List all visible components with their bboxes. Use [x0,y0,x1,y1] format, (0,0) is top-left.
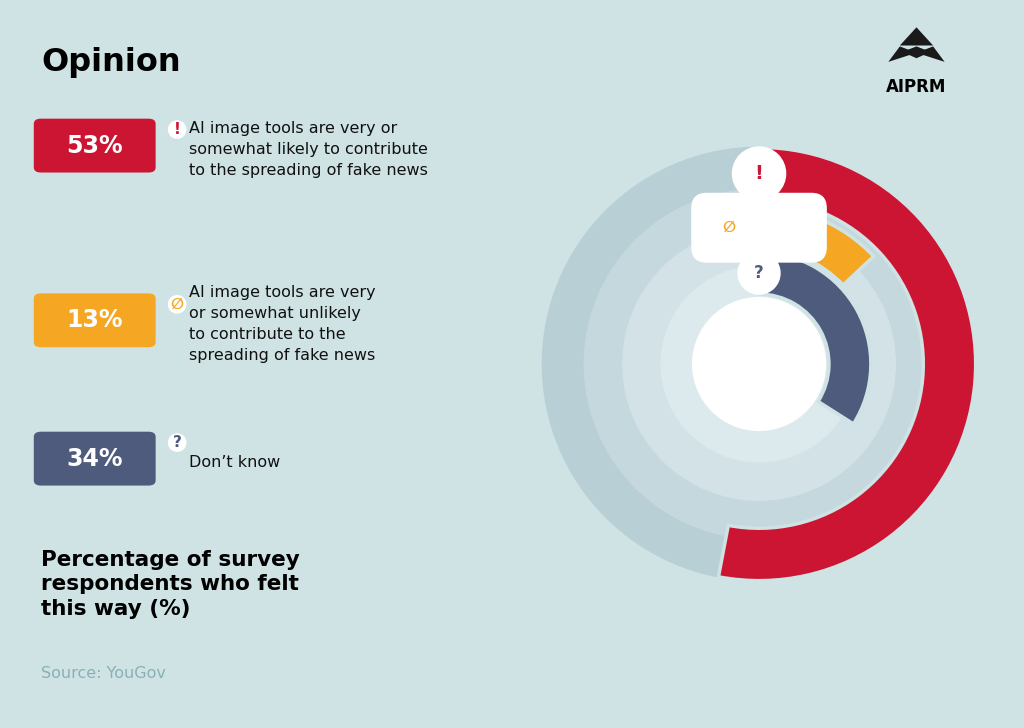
Text: Percentage of survey
respondents who felt
this way (%): Percentage of survey respondents who fel… [41,550,300,620]
Wedge shape [759,252,870,424]
Circle shape [585,189,934,539]
Circle shape [543,147,976,581]
Text: Don’t know: Don’t know [189,455,281,470]
FancyBboxPatch shape [691,193,826,263]
Circle shape [738,252,780,294]
Polygon shape [902,47,931,58]
Text: ∅: ∅ [171,297,183,312]
Polygon shape [900,27,933,45]
Text: 13%: 13% [67,309,123,332]
Circle shape [709,208,748,248]
FancyBboxPatch shape [34,432,156,486]
Polygon shape [889,47,916,62]
Text: !: ! [174,122,180,137]
Circle shape [623,228,895,500]
Text: 34%: 34% [67,447,123,470]
Polygon shape [916,47,944,62]
Text: ?: ? [754,264,764,282]
Text: 53%: 53% [67,134,123,157]
Text: Opinion: Opinion [41,47,180,79]
Text: ?: ? [173,435,181,450]
Circle shape [692,298,825,430]
Circle shape [732,147,785,200]
Text: Source: YouGov: Source: YouGov [41,666,166,681]
Circle shape [662,266,857,462]
Wedge shape [759,207,873,285]
Text: AI image tools are very
or somewhat unlikely
to contribute to the
spreading of f: AI image tools are very or somewhat unli… [189,285,376,363]
Text: AIPRM: AIPRM [887,78,946,96]
FancyBboxPatch shape [34,293,156,347]
FancyBboxPatch shape [34,119,156,173]
Text: AI image tools are very or
somewhat likely to contribute
to the spreading of fak: AI image tools are very or somewhat like… [189,121,428,178]
Text: ∅: ∅ [722,220,735,235]
Text: !: ! [755,164,764,183]
Wedge shape [719,147,976,581]
